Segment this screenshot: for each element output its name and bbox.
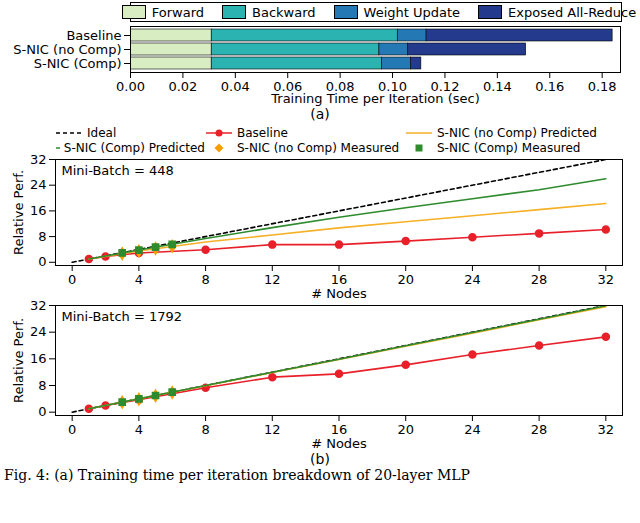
svg-text:S-NIC (Comp): S-NIC (Comp) xyxy=(34,56,122,71)
svg-text:0: 0 xyxy=(38,254,46,269)
html-text:S-NIC (Comp) Predicted: S-NIC (Comp) Predicted xyxy=(63,141,205,155)
svg-text:Relative Perf.: Relative Perf. xyxy=(11,318,26,403)
svg-text:0.14: 0.14 xyxy=(483,79,512,94)
svg-text:0: 0 xyxy=(68,272,76,287)
svg-text:0.04: 0.04 xyxy=(221,79,250,94)
svg-text:4: 4 xyxy=(135,422,143,437)
svg-text:S-NIC (no Comp): S-NIC (no Comp) xyxy=(13,42,121,57)
html-text:Fig. 4: (a) Training time per: Fig. 4: (a) Training time per iteration … xyxy=(4,467,470,483)
svg-text:24: 24 xyxy=(464,272,481,287)
svg-text:Baseline: Baseline xyxy=(66,28,121,43)
svg-text:16: 16 xyxy=(331,422,348,437)
svg-text:28: 28 xyxy=(531,272,548,287)
html-text:Ideal: Ideal xyxy=(87,126,117,140)
svg-text:32: 32 xyxy=(30,155,47,167)
svg-text:12: 12 xyxy=(264,422,281,437)
svg-text:0.10: 0.10 xyxy=(378,78,407,94)
svg-text:0.02: 0.02 xyxy=(168,79,197,94)
svg-text:32: 32 xyxy=(30,301,47,313)
svg-text:20: 20 xyxy=(397,272,414,287)
svg-text:8: 8 xyxy=(201,272,209,287)
svg-text:16: 16 xyxy=(331,272,348,287)
html-text:Baseline: Baseline xyxy=(237,126,288,140)
svg-text:20: 20 xyxy=(397,422,414,437)
svg-text:Mini-Batch = 1792: Mini-Batch = 1792 xyxy=(62,309,183,324)
svg-text:0: 0 xyxy=(68,422,76,437)
svg-text:0: 0 xyxy=(38,404,46,419)
html-text:S-NIC (Comp) Measured: S-NIC (Comp) Measured xyxy=(437,141,581,155)
svg-text:24: 24 xyxy=(464,422,481,437)
svg-text:# Nodes: # Nodes xyxy=(311,286,367,301)
svg-text:0.06: 0.06 xyxy=(273,78,303,94)
svg-text:12: 12 xyxy=(264,272,281,287)
svg-text:8: 8 xyxy=(38,229,46,244)
svg-text:16: 16 xyxy=(30,351,47,366)
svg-text:Training Time per Iteration (s: Training Time per Iteration (sec) xyxy=(270,91,479,106)
svg-text:8: 8 xyxy=(201,422,209,437)
svg-text:Mini-Batch = 448: Mini-Batch = 448 xyxy=(62,163,174,178)
svg-text:28: 28 xyxy=(531,422,548,437)
svg-text:24: 24 xyxy=(30,324,47,339)
svg-text:4: 4 xyxy=(135,272,143,287)
svg-text:16: 16 xyxy=(30,203,47,218)
svg-text:0.00: 0.00 xyxy=(116,79,145,94)
html-text:S-NIC (no Comp) Predicted: S-NIC (no Comp) Predicted xyxy=(437,126,597,140)
svg-text:24: 24 xyxy=(30,177,47,192)
html-text:Backward: Backward xyxy=(252,4,316,20)
svg-text:Relative Perf.: Relative Perf. xyxy=(11,170,26,255)
html-text:(b): (b) xyxy=(310,451,330,467)
html-text:Forward: Forward xyxy=(151,4,204,20)
svg-text:32: 32 xyxy=(598,422,615,437)
html-text:S-NIC (no Comp) Measured: S-NIC (no Comp) Measured xyxy=(237,141,400,155)
html-text:Exposed All-Reduce: Exposed All-Reduce xyxy=(508,4,637,20)
svg-text:0.12: 0.12 xyxy=(430,78,460,94)
html-text:Weight Update: Weight Update xyxy=(363,4,461,20)
svg-text:8: 8 xyxy=(38,378,46,393)
html-text:(a): (a) xyxy=(310,106,330,122)
svg-text:0.08: 0.08 xyxy=(325,78,355,94)
svg-text:0.18: 0.18 xyxy=(588,79,617,94)
svg-text:32: 32 xyxy=(598,272,615,287)
svg-text:0.16: 0.16 xyxy=(535,79,564,94)
svg-text:# Nodes: # Nodes xyxy=(311,436,367,451)
